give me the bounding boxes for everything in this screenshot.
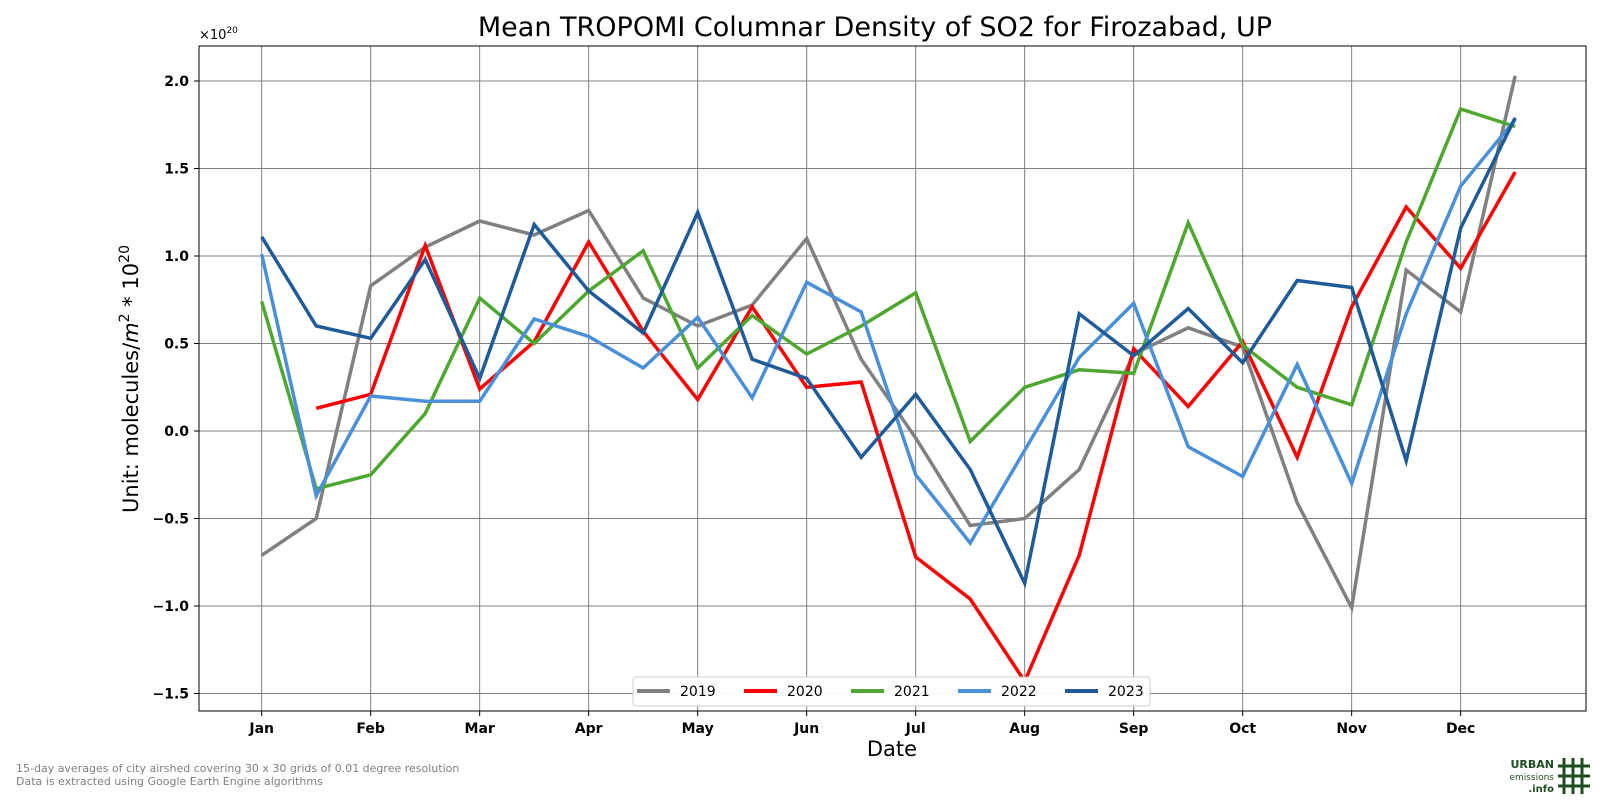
series-line-2023 bbox=[260, 117, 1517, 589]
logo-line-3: .info bbox=[1528, 784, 1554, 795]
tick-labels: Jan Feb Mar Apr May Jun Jul Aug Sep Oct Nov Dec −1.5… bbox=[152, 74, 1475, 737]
y-exponent-label: ×1020 bbox=[199, 26, 238, 43]
x-axis-label: Date bbox=[867, 737, 917, 761]
legend-label: 2022 bbox=[1001, 684, 1037, 700]
y-tick-label: −0.5 bbox=[152, 512, 189, 528]
x-tick-label: Jul bbox=[905, 721, 926, 737]
legend-label: 2021 bbox=[894, 684, 930, 700]
y-tick-label: 1.5 bbox=[164, 162, 189, 178]
x-tick-label: Jun bbox=[793, 721, 819, 737]
y-tick-label: 0.0 bbox=[164, 424, 189, 440]
legend: 2019 2020 2021 2022 2023 bbox=[632, 676, 1151, 707]
logo-grid-icon bbox=[1558, 758, 1590, 794]
x-tick-label: Feb bbox=[356, 721, 385, 737]
series-line-2022 bbox=[259, 118, 1517, 547]
x-tick-label: May bbox=[682, 721, 714, 737]
x-tick-label: Sep bbox=[1119, 721, 1149, 737]
chart-title: Mean TROPOMI Columnar Density of SO2 for… bbox=[478, 12, 1272, 43]
legend-item-2022: 2022 bbox=[958, 684, 1037, 700]
legend-label: 2020 bbox=[787, 684, 823, 700]
y-tick-label: 2.0 bbox=[164, 74, 189, 90]
y-tick-label: 0.5 bbox=[164, 337, 189, 353]
series-line-2019 bbox=[260, 75, 1517, 614]
legend-box bbox=[632, 676, 1151, 707]
urban-emissions-logo: URBAN emissions .info bbox=[1509, 758, 1590, 795]
y-tick-label: −1.0 bbox=[152, 599, 189, 615]
x-tick-label: Jan bbox=[248, 721, 274, 737]
legend-item-2020: 2020 bbox=[744, 684, 823, 700]
x-tick-label: Aug bbox=[1009, 721, 1040, 737]
footnote-line-2: Data is extracted using Google Earth Eng… bbox=[16, 775, 323, 788]
x-tick-label: Dec bbox=[1446, 721, 1475, 737]
y-axis-label: Unit: molecules/m2 * 1020 bbox=[117, 245, 143, 513]
legend-item-2023: 2023 bbox=[1065, 684, 1144, 700]
x-tick-label: Nov bbox=[1336, 721, 1366, 737]
legend-label: 2019 bbox=[680, 684, 716, 700]
series-line-2021 bbox=[260, 106, 1516, 491]
legend-item-2019: 2019 bbox=[637, 684, 716, 700]
footnote-line-1: 15-day averages of city airshed covering… bbox=[16, 762, 460, 775]
grid bbox=[199, 46, 1586, 711]
y-tick-label: −1.5 bbox=[152, 687, 189, 703]
y-tick-label: 1.0 bbox=[164, 249, 189, 265]
x-tick-label: Oct bbox=[1229, 721, 1256, 737]
logo-line-2: emissions bbox=[1509, 773, 1554, 783]
series-lines bbox=[259, 75, 1517, 685]
x-tick-label: Apr bbox=[575, 721, 603, 737]
plot-frame bbox=[198, 45, 1587, 712]
legend-label: 2023 bbox=[1108, 684, 1144, 700]
legend-item-2021: 2021 bbox=[851, 684, 930, 700]
footnote: 15-day averages of city airshed covering… bbox=[16, 762, 459, 788]
x-tick-label: Mar bbox=[465, 721, 495, 737]
logo-line-1: URBAN bbox=[1510, 758, 1554, 771]
